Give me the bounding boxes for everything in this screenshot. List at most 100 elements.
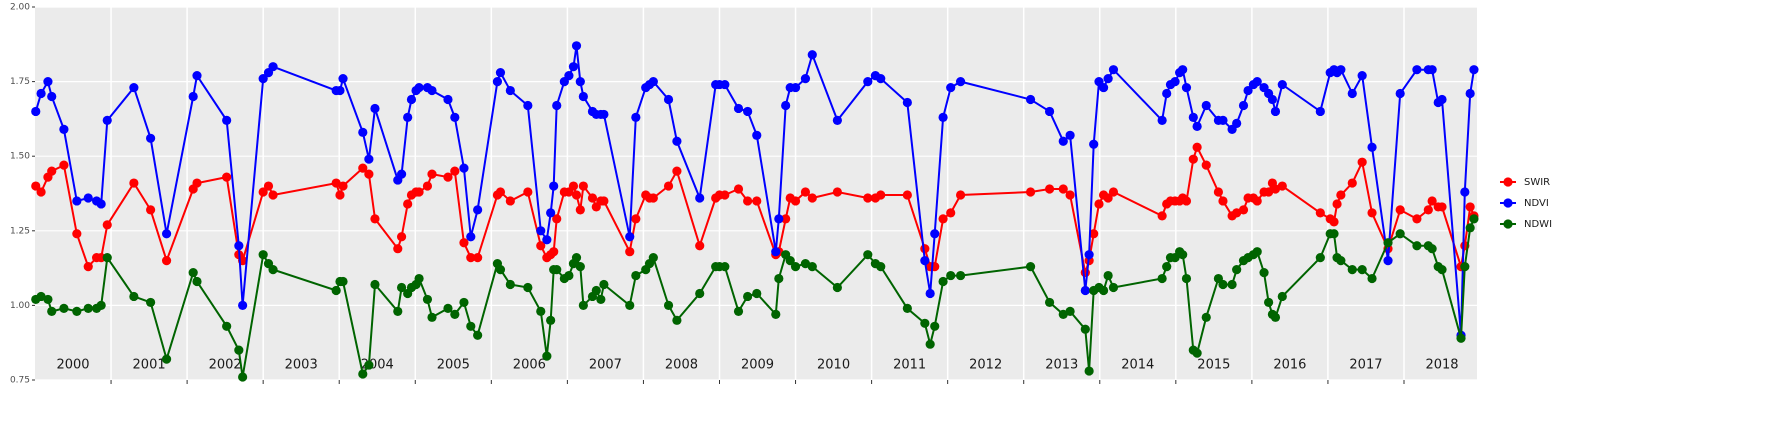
point <box>1201 100 1211 111</box>
point <box>1058 136 1068 146</box>
point <box>946 82 956 93</box>
point <box>364 360 374 370</box>
point <box>188 267 198 278</box>
point <box>146 205 156 215</box>
point <box>663 94 674 105</box>
point <box>1108 187 1119 197</box>
point <box>752 288 762 299</box>
point <box>1277 79 1287 90</box>
year-label: 2013 <box>1045 358 1078 373</box>
point <box>733 103 744 114</box>
point <box>396 169 407 179</box>
point <box>473 330 483 340</box>
point <box>1315 253 1325 263</box>
point <box>552 100 562 111</box>
point <box>1460 187 1470 197</box>
point <box>902 190 912 200</box>
point <box>370 279 380 290</box>
point <box>129 291 139 302</box>
point <box>832 115 842 125</box>
point <box>955 270 966 281</box>
point <box>129 82 139 93</box>
point <box>466 253 476 263</box>
point <box>495 187 506 197</box>
point <box>1347 178 1357 188</box>
point <box>338 74 348 84</box>
point <box>268 190 278 200</box>
point <box>1218 279 1228 290</box>
point <box>549 247 559 257</box>
year-label: 2010 <box>817 358 850 373</box>
legend-label: SWIR <box>1524 177 1550 188</box>
point <box>1025 94 1036 105</box>
point <box>129 178 139 188</box>
point <box>631 214 641 224</box>
point <box>414 82 424 93</box>
point <box>672 315 682 325</box>
point <box>946 208 956 218</box>
point <box>192 178 202 188</box>
point <box>72 229 82 239</box>
point <box>1094 199 1104 209</box>
point <box>427 312 437 322</box>
point <box>338 276 348 287</box>
point <box>72 306 82 316</box>
point <box>542 235 552 245</box>
series <box>31 214 1479 382</box>
point <box>1213 187 1224 197</box>
point <box>1192 121 1202 131</box>
point <box>1192 142 1202 152</box>
year-label: 2016 <box>1273 358 1306 373</box>
point <box>733 184 744 194</box>
point <box>587 193 598 203</box>
point <box>578 300 588 310</box>
point <box>396 232 407 242</box>
point <box>946 270 956 281</box>
point <box>1162 88 1172 99</box>
point <box>876 74 886 84</box>
point <box>807 193 817 203</box>
point <box>1437 202 1447 212</box>
point <box>876 262 886 272</box>
point <box>1080 285 1090 296</box>
point <box>720 79 730 90</box>
point <box>364 169 374 179</box>
point <box>902 97 912 108</box>
year-label: 2008 <box>665 358 698 373</box>
point <box>473 253 483 263</box>
point <box>1412 241 1422 251</box>
point <box>1460 262 1470 272</box>
point <box>800 187 811 197</box>
y-tick-label: 1.00 <box>10 301 30 311</box>
point <box>1427 244 1437 254</box>
point <box>238 300 248 310</box>
point <box>393 306 403 316</box>
y-tick-label: 1.25 <box>10 226 30 236</box>
year-label: 2005 <box>437 358 470 373</box>
point <box>1329 217 1339 227</box>
point <box>752 196 762 206</box>
point <box>1267 94 1278 105</box>
point <box>1465 223 1475 233</box>
point <box>222 172 232 182</box>
point <box>450 112 460 123</box>
point <box>1367 142 1377 152</box>
y-tick-label: 1.75 <box>10 77 30 87</box>
point <box>807 50 817 60</box>
point <box>146 297 156 308</box>
point <box>546 208 556 218</box>
point <box>536 306 546 316</box>
point <box>790 82 801 93</box>
point <box>863 193 873 203</box>
point <box>663 300 674 310</box>
point <box>146 133 156 143</box>
point <box>72 196 82 206</box>
point <box>575 77 585 87</box>
point <box>1080 324 1090 334</box>
point <box>1347 264 1357 275</box>
point <box>1044 297 1055 308</box>
point <box>575 205 585 215</box>
point <box>1157 273 1167 284</box>
legend-label: NDWI <box>1524 219 1552 230</box>
point <box>1188 112 1198 123</box>
